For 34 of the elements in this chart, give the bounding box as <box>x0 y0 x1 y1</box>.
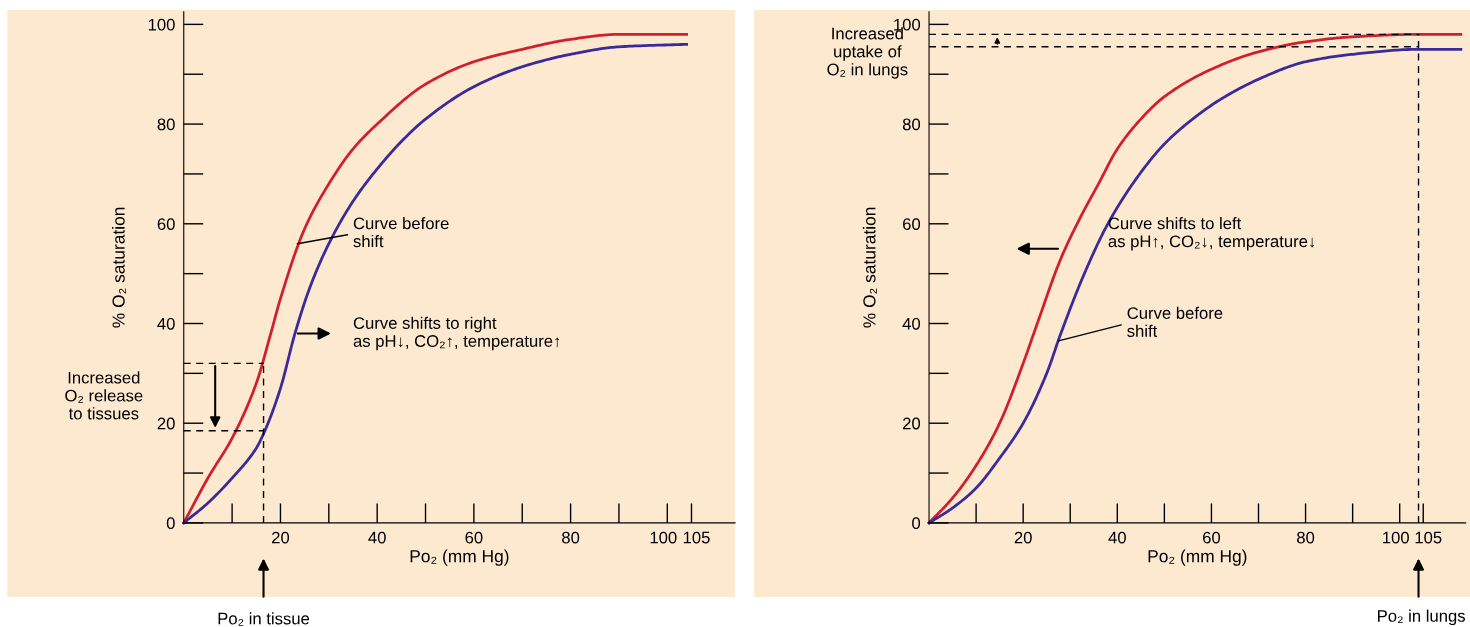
y-tick-label: 40 <box>157 317 175 330</box>
y-tick-label: 0 <box>166 517 175 530</box>
x-tick-label: 80 <box>562 531 580 544</box>
annotation: Curve shifts to right as pH↓, CO₂↑, temperature↑ <box>353 316 560 351</box>
x-tick-label: 20 <box>272 531 290 544</box>
annotation: Curve before shift <box>1127 306 1223 337</box>
y-tick-label: 20 <box>157 417 175 430</box>
y-tick-label: 20 <box>903 417 921 430</box>
x-axis-title: Po₂ (mm Hg) <box>1148 549 1247 566</box>
x-tick-label: 100 <box>650 531 677 544</box>
x-tick-label: 100 <box>1383 531 1409 544</box>
y-tick-label: 80 <box>157 118 175 131</box>
y-tick-label: 80 <box>902 118 921 131</box>
x-tick-label: 40 <box>368 531 386 544</box>
annotation: Curve before shift <box>353 217 449 248</box>
text: Increased O₂ release to tissues <box>65 371 143 420</box>
x-tick-label: 105 <box>1415 531 1442 544</box>
y-tick-label: 100 <box>148 18 175 31</box>
x-tick-label: 20 <box>1014 531 1032 544</box>
y-tick-label: 60 <box>903 218 921 230</box>
x-tick-label: 60 <box>465 531 483 544</box>
x-tick-label: 40 <box>1108 531 1126 544</box>
y-tick-label: 0 <box>912 517 921 530</box>
x-tick-label: 80 <box>1297 531 1315 544</box>
x-tick-label: 60 <box>1203 531 1221 544</box>
y-tick-label: 40 <box>902 317 921 330</box>
y-axis-title: % O₂ saturation <box>111 207 127 328</box>
x-tick-label: 105 <box>683 531 710 544</box>
annotation: Curve shifts to left as pH↑, CO₂↓, temperature↓ <box>1108 217 1315 251</box>
text: Po₂ in tissue <box>218 612 310 626</box>
y-axis-title: % O₂ saturation <box>862 207 877 328</box>
text: Po₂ in lungs <box>1378 609 1465 626</box>
y-tick-label: 60 <box>157 218 175 230</box>
x-axis-title: Po₂ (mm Hg) <box>410 549 509 566</box>
